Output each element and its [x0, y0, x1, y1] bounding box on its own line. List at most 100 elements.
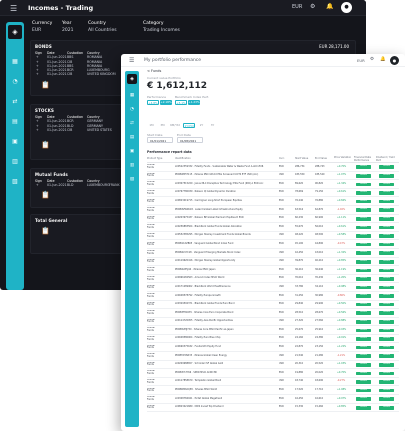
financial-details-button[interactable]: Details — [356, 216, 371, 221]
financial-details-button[interactable]: Details — [356, 268, 371, 273]
dividend-details-button[interactable]: Details — [379, 311, 394, 316]
table-row[interactable]: Mutual Funds IE00BYX5NX33 · iShares Globa… — [147, 352, 399, 361]
financial-details-button[interactable]: Details — [356, 363, 371, 367]
clipboard-icon[interactable]: 📋 — [41, 227, 50, 235]
currency-selector[interactable]: EUR — [292, 4, 303, 10]
table-row[interactable]: Mutual Funds IE00B4L5YC18 · Vanguard Emer… — [147, 249, 399, 258]
dividend-details-button[interactable]: Details — [379, 234, 394, 238]
dividend-details-button[interactable]: Details — [379, 208, 394, 212]
table-row[interactable]: Mutual Funds LU0048578792 · Fidelity Euro… — [147, 292, 399, 301]
currency-filter[interactable]: EUR — [32, 28, 42, 33]
table-row[interactable]: Mutual Funds LU0348784041 · Pictet Global… — [147, 395, 399, 404]
table-row[interactable]: Mutual Funds LU0307515220 · Janus MLC Dis… — [147, 180, 399, 189]
financial-details-button[interactable]: Details — [356, 173, 371, 178]
period-3m[interactable]: 3M — [160, 123, 165, 127]
clipboard-icon[interactable]: 📋 — [41, 141, 50, 149]
financial-details-button[interactable]: Details — [356, 259, 371, 264]
dividend-details-button[interactable]: Details — [379, 328, 394, 333]
dividend-details-button[interactable]: Details — [379, 191, 394, 195]
dividend-details-button[interactable]: Details — [379, 320, 394, 324]
calendar-icon[interactable]: ▥ — [129, 163, 135, 168]
wallet-icon[interactable]: ▣ — [129, 149, 135, 154]
transfer-icon[interactable]: ⇄ — [12, 98, 18, 105]
dividend-details-button[interactable]: Details — [379, 388, 394, 393]
dividend-details-button[interactable]: Details — [379, 268, 394, 273]
dividend-details-button[interactable]: Details — [379, 251, 394, 255]
dashboard-icon[interactable]: ▦ — [129, 93, 135, 98]
dividend-details-button[interactable]: Details — [379, 371, 394, 376]
financial-details-button[interactable]: Details — [356, 337, 371, 341]
financial-details-button[interactable]: Details — [356, 311, 371, 316]
table-row[interactable]: Mutual Funds LU0117858679 · Templeton Glo… — [147, 378, 399, 387]
dividend-details-button[interactable]: Details — [379, 380, 394, 384]
financial-details-button[interactable]: Details — [356, 397, 371, 402]
start-date-input[interactable]: 01/01/2021 — [147, 137, 173, 143]
avatar[interactable]: ● — [390, 56, 399, 65]
bell-icon[interactable]: 🔔 — [326, 3, 334, 10]
dividend-details-button[interactable]: Details — [379, 363, 394, 367]
period-1y[interactable]: 1Y/Ytd — [183, 123, 195, 128]
dashboard-icon[interactable]: ▦ — [12, 58, 18, 65]
table-row[interactable]: Mutual Funds LU0171289902 · BlackRock Wor… — [147, 283, 399, 292]
dividend-details-button[interactable]: Details — [379, 345, 394, 350]
back-to-funds-link[interactable]: < Funds — [147, 69, 162, 73]
financial-details-button[interactable]: Details — [356, 345, 371, 350]
table-row[interactable]: Mutual Funds IE00B42Z5J44 · iShares MSCI … — [147, 266, 399, 275]
table-row[interactable]: Mutual Funds IE00B52MJY50 · iShares Core … — [147, 326, 399, 335]
financial-details-button[interactable]: Details — [356, 165, 371, 169]
financial-details-button[interactable]: Details — [356, 320, 371, 324]
table-row[interactable]: Mutual Funds IE00B3ZW0K18 · Lazard Global… — [147, 206, 399, 215]
table-row[interactable]: Mutual Funds LU0767780039 · Robeco QI Glo… — [147, 189, 399, 198]
table-row[interactable]: Mutual Funds LU0522359332 · Fidelity Fund… — [147, 163, 399, 172]
table-row[interactable]: Mutual Funds LU0329592371 · BlackRock Glo… — [147, 301, 399, 310]
gear-icon[interactable]: ⚙ — [310, 3, 316, 10]
financial-details-button[interactable]: Details — [356, 388, 371, 393]
period-2y[interactable]: 2Y — [199, 123, 204, 127]
country-filter[interactable]: All Countries — [88, 28, 117, 33]
end-date-input[interactable]: 01/08/2021 — [177, 137, 203, 143]
dividend-details-button[interactable]: Details — [379, 397, 394, 402]
dividend-details-button[interactable]: Details — [379, 225, 394, 230]
bell-icon[interactable]: 🔔 — [380, 57, 386, 62]
table-row[interactable]: Mutual Funds IE00B3YLTY66 · SPDR MSCI ACW… — [147, 369, 399, 378]
dividend-details-button[interactable]: Details — [379, 337, 394, 341]
period-6m[interactable]: 6M/Ytd — [170, 123, 180, 127]
app-logo-icon[interactable]: ◈ — [8, 25, 22, 39]
financial-details-button[interactable]: Details — [356, 199, 371, 204]
menu-icon[interactable]: ☰ — [129, 57, 135, 64]
table-row[interactable]: Mutual Funds LU0256883504 · BlackRock Glo… — [147, 223, 399, 232]
table-row[interactable]: Mutual Funds LU0048580004 · Fidelity Euro… — [147, 335, 399, 344]
dividend-details-button[interactable]: Details — [379, 173, 394, 178]
table-row[interactable]: Mutual Funds LU0552385295 · Morgan Stanle… — [147, 232, 399, 241]
financial-details-button[interactable]: Details — [356, 277, 371, 281]
financial-details-button[interactable]: Details — [356, 302, 371, 307]
table-row[interactable]: Mutual Funds IE00B3F81R35 · iShares Core … — [147, 309, 399, 318]
dividend-details-button[interactable]: Details — [379, 182, 394, 187]
financial-details-button[interactable]: Details — [356, 225, 371, 230]
year-filter[interactable]: 2021 — [62, 28, 74, 33]
table-row[interactable]: Mutual Funds IE00B4M5T115 · iShares MSCI … — [147, 172, 399, 181]
dividend-details-button[interactable]: Details — [379, 199, 394, 204]
dividend-details-button[interactable]: Details — [379, 294, 394, 298]
dividend-details-button[interactable]: Details — [379, 406, 394, 410]
dividend-details-button[interactable]: Details — [379, 302, 394, 307]
dividend-details-button[interactable]: Details — [379, 242, 394, 247]
financial-details-button[interactable]: Details — [356, 371, 371, 376]
table-row[interactable]: Mutual Funds LU0203975437 · Robeco BP Glo… — [147, 215, 399, 224]
financial-details-button[interactable]: Details — [356, 285, 371, 290]
app-logo-icon[interactable]: ◈ — [127, 74, 137, 84]
financial-details-button[interactable]: Details — [356, 234, 371, 238]
financial-details-button[interactable]: Details — [356, 328, 371, 333]
gear-icon[interactable]: ⚙ — [370, 57, 375, 62]
menu-icon[interactable]: ☰ — [10, 4, 18, 13]
period-3y[interactable]: 3Y — [210, 123, 215, 127]
transfer-icon[interactable]: ⇄ — [130, 121, 134, 126]
wallet-icon[interactable]: ▣ — [12, 138, 18, 145]
dividend-details-button[interactable]: Details — [379, 259, 394, 264]
category-filter[interactable]: Trading Incomes — [143, 28, 180, 33]
dividend-details-button[interactable]: Details — [379, 285, 394, 290]
financial-details-button[interactable]: Details — [356, 242, 371, 247]
financial-details-button[interactable]: Details — [356, 294, 371, 298]
document-icon[interactable]: ▤ — [12, 118, 18, 125]
financial-details-button[interactable]: Details — [356, 191, 371, 195]
